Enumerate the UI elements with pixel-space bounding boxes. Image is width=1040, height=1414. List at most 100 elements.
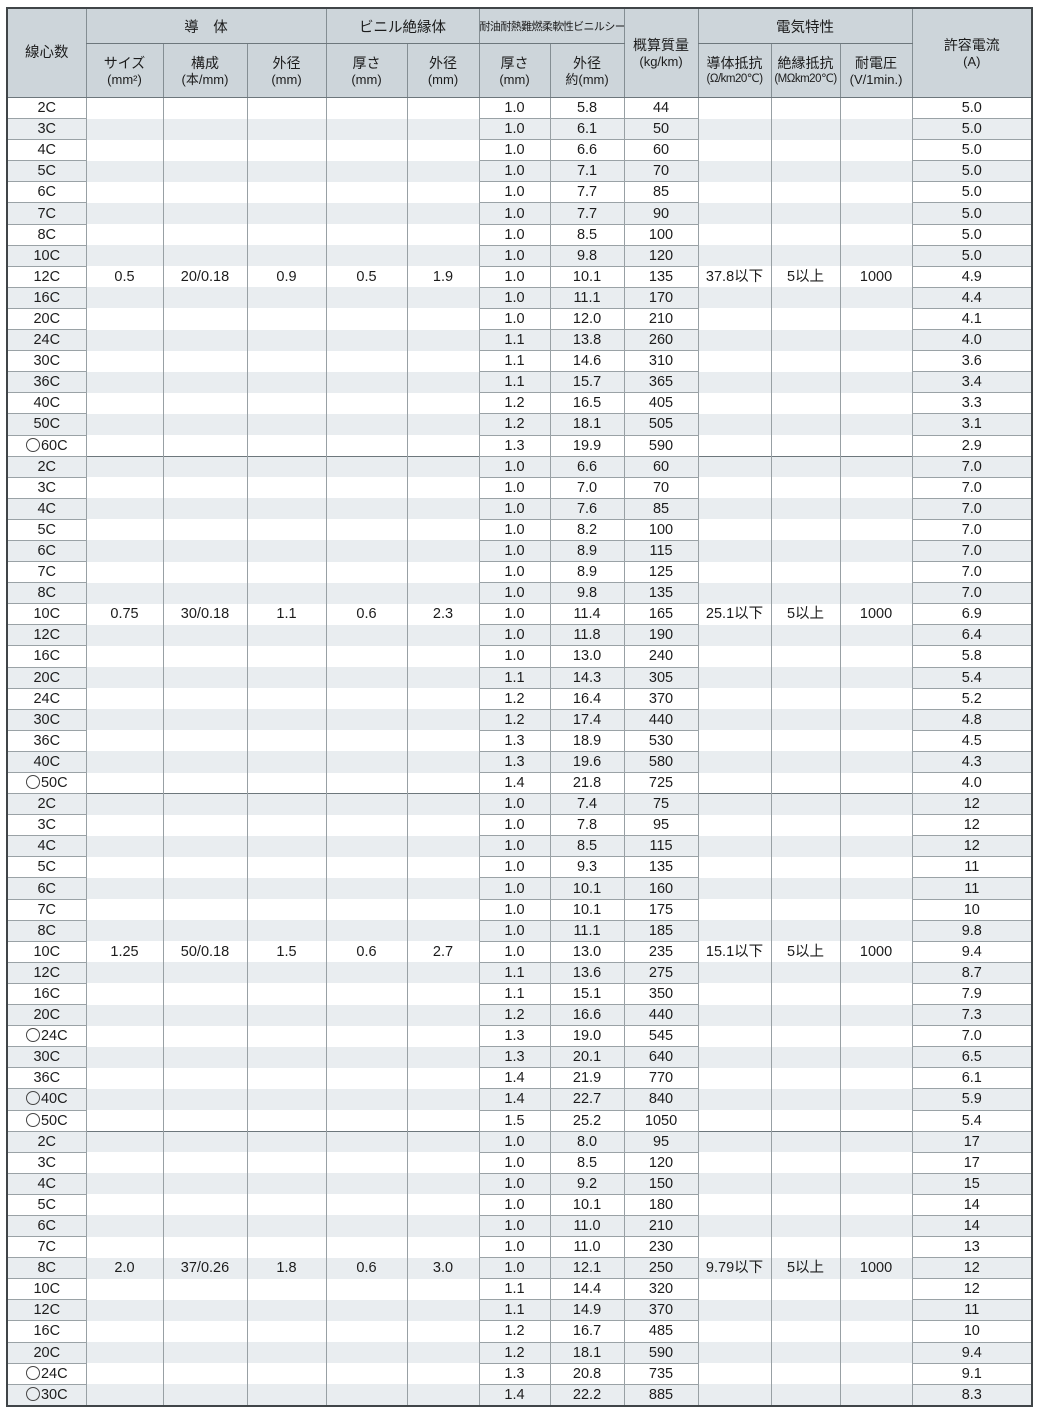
cell-insulation-resistance [770, 435, 841, 457]
cell-insulation-thickness: 0.5 [325, 266, 408, 288]
cell-conductor-size [85, 1194, 163, 1216]
cell-core-count: 40C [6, 1088, 86, 1111]
cell-conductor-construction: 37/0.26 [162, 1257, 247, 1279]
table-row: 3C 1.0 8.5 120 17 [6, 1152, 1033, 1174]
cell-text: 9.3 [576, 859, 598, 876]
cell-conductor-construction [162, 688, 247, 710]
cell-conductor-size [85, 519, 163, 541]
cell-text: 11.4 [573, 606, 601, 623]
cell-insulation-resistance [770, 899, 841, 921]
cell-conductor-od [246, 413, 327, 435]
cell-text: 9.2 [576, 1175, 598, 1192]
cell-insulation-od [406, 624, 480, 646]
cell-conductor-resistance [697, 1025, 772, 1047]
cell-conductor-size [85, 308, 163, 330]
cell-conductor-construction [162, 1088, 247, 1110]
cell-text: 7.3 [961, 1007, 982, 1024]
cell-conductor-construction [162, 97, 247, 119]
cell-insulation-thickness [325, 1236, 408, 1258]
cell-conductor-resistance [697, 1278, 772, 1300]
cell-sheath-od: 8.0 [549, 1130, 625, 1153]
cell-withstand-voltage [839, 983, 913, 1005]
cell-sheath-od: 16.5 [549, 392, 625, 415]
cell-core-count: 8C [6, 224, 86, 246]
cell-core-count: 7C [6, 1236, 86, 1259]
cell-core-count: 6C [6, 181, 86, 204]
cell-insulation-resistance [770, 1004, 841, 1026]
cell-conductor-construction [162, 983, 247, 1005]
table-row: 16C 1.1 15.1 350 7.9 [6, 983, 1033, 1006]
cell-conductor-size [85, 435, 163, 457]
cell-text: 20C [33, 1007, 61, 1024]
cell-sheath-thickness: 1.1 [478, 1299, 551, 1322]
cell-sheath-od: 7.0 [549, 477, 625, 499]
cell-insulation-od [406, 350, 480, 372]
cell-sheath-od: 19.9 [549, 435, 625, 457]
cell-text: 530 [648, 732, 674, 749]
cell-core-count: 60C [6, 435, 86, 457]
cable-spec-table: 線心数 導 体 ビニル絶縁体 耐油耐熱難燃柔軟性ビニルシース 概算質量 (kg/… [6, 7, 1034, 1407]
cell-mass: 90 [623, 202, 699, 225]
header-group-row: 線心数 導 体 ビニル絶縁体 耐油耐熱難燃柔軟性ビニルシース 概算質量 (kg/… [6, 8, 1033, 98]
cell-withstand-voltage [839, 435, 913, 457]
header-sheath-group: 耐油耐熱難燃柔軟性ビニルシース [478, 8, 625, 44]
cell-sheath-od: 13.0 [549, 645, 625, 668]
cell-conductor-construction [162, 1215, 247, 1237]
header-insulation-resistance: 絶縁抵抗 (MΩkm20℃) [770, 43, 841, 98]
cell-text: 25.2 [572, 1112, 602, 1129]
cell-allowable-current: 5.2 [911, 688, 1033, 710]
table-row: 50C 1.2 18.1 505 3.1 [6, 413, 1033, 436]
cell-core-count: 24C [6, 1025, 86, 1048]
cell-insulation-od [406, 160, 480, 182]
cell-insulation-od [406, 1215, 480, 1237]
cell-conductor-od [246, 983, 327, 1005]
cell-text: 5.0 [961, 142, 982, 159]
cell-text: 7.0 [961, 458, 982, 475]
cell-conductor-size [85, 920, 163, 942]
cell-insulation-od [406, 1384, 480, 1406]
cell-withstand-voltage [839, 329, 913, 351]
cell-text: 1.0 [504, 627, 525, 644]
cell-insulation-thickness [325, 920, 408, 942]
cell-conductor-size: 1.25 [85, 941, 163, 963]
cell-insulation-resistance [770, 1320, 841, 1343]
cell-text: 100 [648, 226, 674, 243]
cell-core-count: 8C [6, 920, 86, 942]
cell-core-count: 5C [6, 856, 86, 879]
cell-text: 16C [33, 985, 61, 1002]
cell-insulation-thickness: 0.6 [325, 941, 408, 963]
cell-text: 5.4 [961, 1112, 982, 1129]
cell-sheath-thickness: 1.4 [478, 1088, 551, 1111]
cell-sheath-thickness: 1.5 [478, 1110, 551, 1132]
cell-sheath-od: 7.7 [549, 181, 625, 204]
cell-insulation-thickness [325, 582, 408, 604]
cell-text: 440 [648, 1007, 674, 1024]
cell-conductor-construction [162, 245, 247, 267]
cell-insulation-resistance [770, 1384, 841, 1406]
cell-text: 1.0 [504, 310, 525, 327]
cell-text: 175 [648, 901, 674, 918]
cell-conductor-od [246, 1067, 327, 1089]
cell-sheath-od: 21.9 [549, 1067, 625, 1090]
cell-text: 1.3 [504, 753, 525, 770]
cell-text: 505 [648, 416, 674, 433]
cell-conductor-resistance [697, 1173, 772, 1195]
cell-conductor-od [246, 688, 327, 710]
cell-insulation-od [406, 1194, 480, 1216]
cell-mass: 185 [623, 920, 699, 942]
cell-mass: 190 [623, 624, 699, 647]
table-row: 36C 1.4 21.9 770 6.1 [6, 1067, 1033, 1090]
cell-text: 5.0 [961, 226, 982, 243]
cell-allowable-current: 5.0 [911, 224, 1033, 246]
cell-text: 50C [40, 1112, 68, 1129]
cell-mass: 165 [623, 603, 699, 626]
cell-text: 60 [652, 458, 670, 475]
cell-text: 840 [648, 1091, 674, 1108]
cell-text: 16.7 [572, 1323, 602, 1340]
cell-conductor-od [246, 1320, 327, 1343]
cell-conductor-construction [162, 667, 247, 689]
cell-text: 5C [37, 1196, 57, 1213]
cell-insulation-od [406, 1088, 480, 1110]
cell-sheath-od: 9.8 [549, 582, 625, 605]
cell-text: 17.4 [572, 711, 602, 728]
